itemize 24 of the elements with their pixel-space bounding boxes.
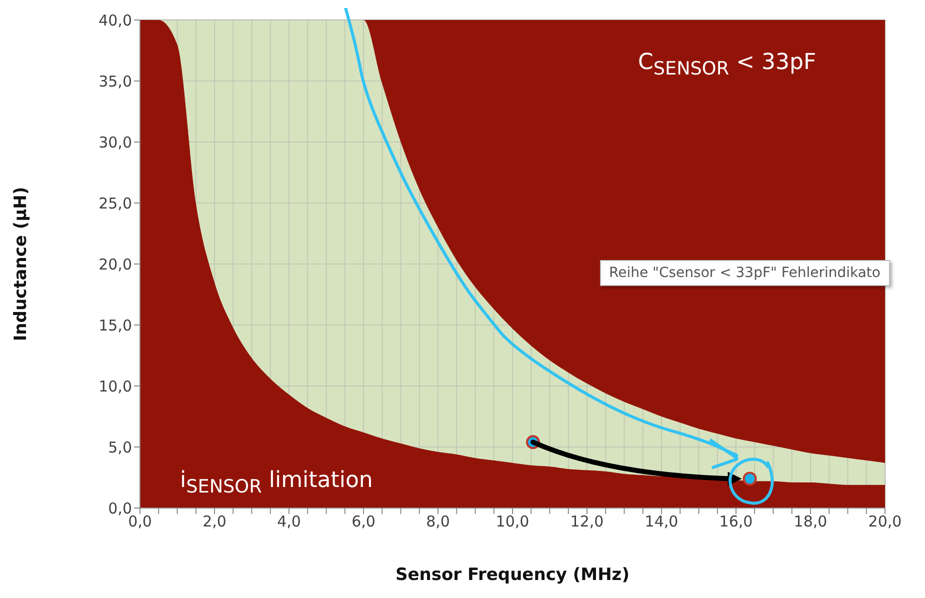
x-tick-label: 20,0	[868, 512, 902, 531]
x-tick-label: 10,0	[496, 512, 530, 531]
x-tick-label: 4,0	[277, 512, 301, 531]
x-tick-label: 6,0	[352, 512, 376, 531]
x-tick-label: 8,0	[426, 512, 450, 531]
annotation: Reihe "Csensor < 33pF" Fehlerindikato	[600, 260, 890, 286]
y-axis-title: Inductance (µH)	[11, 186, 32, 342]
x-tick-label: 18,0	[794, 512, 828, 531]
annotation: i$_{SENSOR}$ limitation	[180, 468, 373, 498]
x-tick-label: 16,0	[719, 512, 753, 531]
y-tick-label: 25,0	[98, 194, 132, 212]
y-tick-label: 30,0	[98, 133, 132, 152]
y-tick-label: 15,0	[98, 316, 132, 334]
y-tick-label: 5,0	[108, 438, 132, 456]
x-tick-label: 14,0	[644, 512, 678, 531]
x-axis-title: Sensor Frequency (MHz)	[396, 565, 630, 585]
annotation: C$_{SENSOR}$ < 33pF	[638, 50, 816, 80]
x-tick-label: 2,0	[202, 512, 226, 531]
y-tick-label: 35,0	[98, 72, 132, 90]
y-tick-label: 10,0	[98, 377, 132, 396]
x-tick-label: 12,0	[570, 512, 604, 531]
x-tick-label: 0,0	[128, 512, 152, 531]
y-tick-label: 40,0	[98, 11, 132, 30]
y-tick-label: 20,0	[98, 255, 132, 274]
